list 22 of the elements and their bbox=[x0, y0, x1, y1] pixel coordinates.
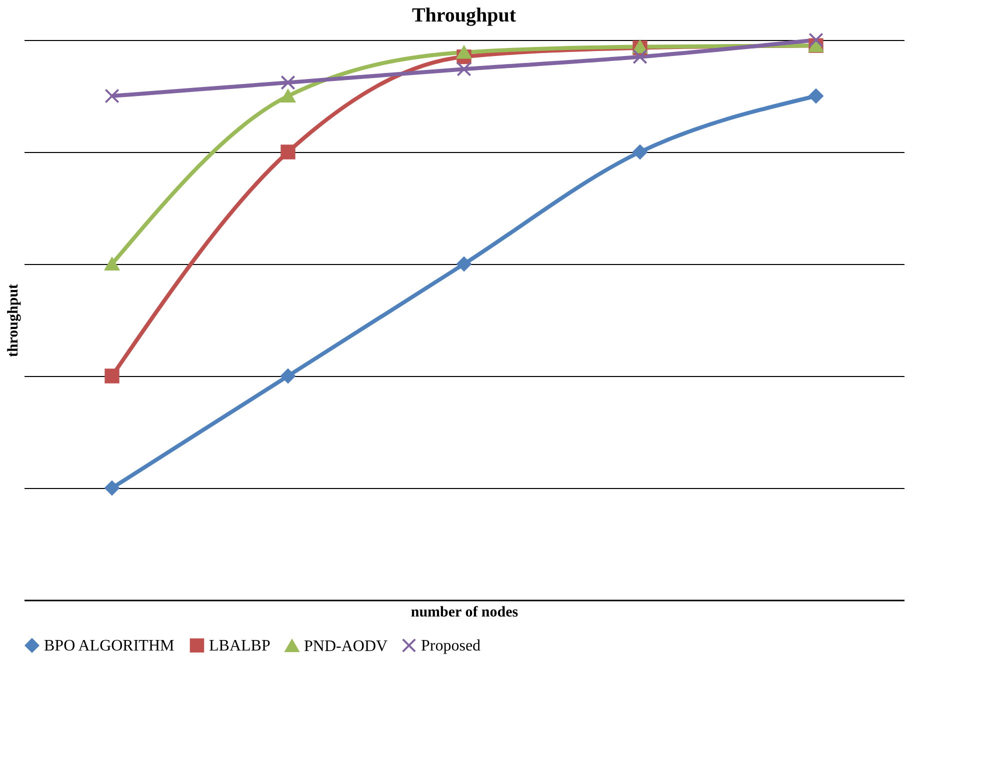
point bbox=[104, 368, 120, 384]
point bbox=[632, 144, 648, 160]
point bbox=[456, 256, 472, 272]
point bbox=[808, 88, 824, 104]
y-axis-title: throughput bbox=[6, 284, 22, 358]
point bbox=[808, 32, 824, 48]
legend-label: LBALBP bbox=[209, 637, 270, 654]
legend-label: Proposed bbox=[421, 637, 481, 654]
x-axis-title: number of nodes bbox=[410, 604, 518, 620]
legend-label: PND-AODV bbox=[304, 638, 388, 655]
point bbox=[456, 46, 472, 59]
point bbox=[280, 368, 296, 384]
point bbox=[456, 62, 472, 76]
point bbox=[104, 480, 120, 496]
chart-title: Throughput bbox=[412, 4, 516, 27]
point bbox=[104, 258, 120, 270]
legend-label: BPO ALGORITHM bbox=[44, 637, 174, 654]
point bbox=[104, 88, 120, 104]
point bbox=[280, 144, 296, 160]
point bbox=[632, 49, 648, 64]
point bbox=[280, 90, 296, 102]
point bbox=[280, 75, 296, 90]
